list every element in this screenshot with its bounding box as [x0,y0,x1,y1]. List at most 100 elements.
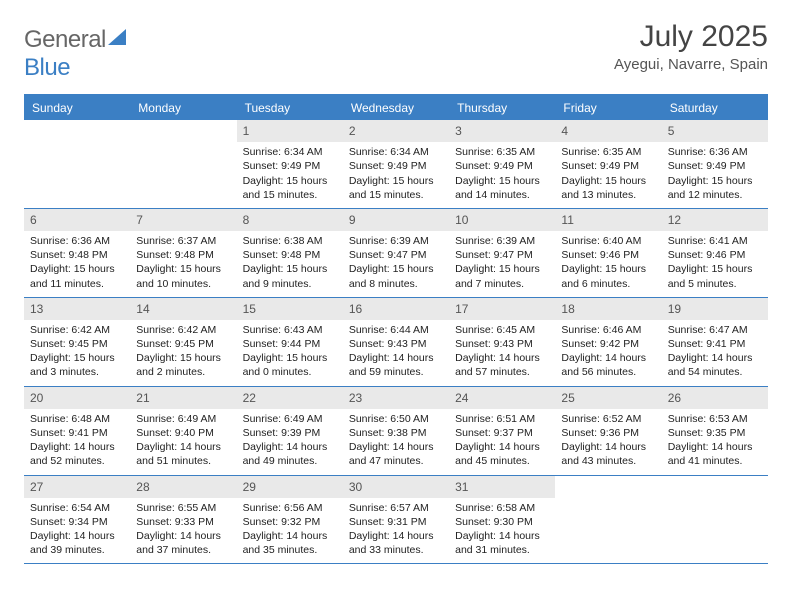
day-cell: 23Sunrise: 6:50 AMSunset: 9:38 PMDayligh… [343,387,449,475]
day-body: Sunrise: 6:55 AMSunset: 9:33 PMDaylight:… [130,498,236,564]
day-number: 13 [24,298,130,320]
dow-label: Wednesday [343,96,449,120]
day-number: 8 [237,209,343,231]
day-number: 25 [555,387,661,409]
day-body: Sunrise: 6:43 AMSunset: 9:44 PMDaylight:… [237,320,343,386]
day-number: 20 [24,387,130,409]
day-cell [130,120,236,208]
day-cell: 17Sunrise: 6:45 AMSunset: 9:43 PMDayligh… [449,298,555,386]
day-body: Sunrise: 6:35 AMSunset: 9:49 PMDaylight:… [449,142,555,208]
day-cell [24,120,130,208]
day-body: Sunrise: 6:52 AMSunset: 9:36 PMDaylight:… [555,409,661,475]
dow-label: Sunday [24,96,130,120]
day-body: Sunrise: 6:42 AMSunset: 9:45 PMDaylight:… [24,320,130,386]
logo-text: GeneralBlue [24,26,126,82]
day-cell: 1Sunrise: 6:34 AMSunset: 9:49 PMDaylight… [237,120,343,208]
day-cell: 11Sunrise: 6:40 AMSunset: 9:46 PMDayligh… [555,209,661,297]
logo: GeneralBlue [24,20,126,82]
day-cell: 7Sunrise: 6:37 AMSunset: 9:48 PMDaylight… [130,209,236,297]
day-body: Sunrise: 6:57 AMSunset: 9:31 PMDaylight:… [343,498,449,564]
day-body: Sunrise: 6:49 AMSunset: 9:40 PMDaylight:… [130,409,236,475]
day-body: Sunrise: 6:48 AMSunset: 9:41 PMDaylight:… [24,409,130,475]
location: Ayegui, Navarre, Spain [614,56,768,73]
day-body: Sunrise: 6:49 AMSunset: 9:39 PMDaylight:… [237,409,343,475]
day-body: Sunrise: 6:46 AMSunset: 9:42 PMDaylight:… [555,320,661,386]
day-number: 31 [449,476,555,498]
day-cell: 26Sunrise: 6:53 AMSunset: 9:35 PMDayligh… [662,387,768,475]
day-number: 22 [237,387,343,409]
day-number: 3 [449,120,555,142]
day-cell: 14Sunrise: 6:42 AMSunset: 9:45 PMDayligh… [130,298,236,386]
day-cell [555,476,661,564]
day-cell: 3Sunrise: 6:35 AMSunset: 9:49 PMDaylight… [449,120,555,208]
day-cell: 10Sunrise: 6:39 AMSunset: 9:47 PMDayligh… [449,209,555,297]
day-number: 4 [555,120,661,142]
day-cell: 4Sunrise: 6:35 AMSunset: 9:49 PMDaylight… [555,120,661,208]
week-row: 20Sunrise: 6:48 AMSunset: 9:41 PMDayligh… [24,387,768,476]
day-number: 24 [449,387,555,409]
week-row: 13Sunrise: 6:42 AMSunset: 9:45 PMDayligh… [24,298,768,387]
day-number: 15 [237,298,343,320]
day-cell: 5Sunrise: 6:36 AMSunset: 9:49 PMDaylight… [662,120,768,208]
day-cell: 30Sunrise: 6:57 AMSunset: 9:31 PMDayligh… [343,476,449,564]
day-number: 29 [237,476,343,498]
day-body: Sunrise: 6:56 AMSunset: 9:32 PMDaylight:… [237,498,343,564]
day-number: 10 [449,209,555,231]
day-body: Sunrise: 6:53 AMSunset: 9:35 PMDaylight:… [662,409,768,475]
week-row: 6Sunrise: 6:36 AMSunset: 9:48 PMDaylight… [24,209,768,298]
dow-label: Thursday [449,96,555,120]
day-number: 6 [24,209,130,231]
day-body: Sunrise: 6:50 AMSunset: 9:38 PMDaylight:… [343,409,449,475]
day-body: Sunrise: 6:37 AMSunset: 9:48 PMDaylight:… [130,231,236,297]
dow-label: Friday [555,96,661,120]
week-row: 1Sunrise: 6:34 AMSunset: 9:49 PMDaylight… [24,120,768,209]
day-cell: 6Sunrise: 6:36 AMSunset: 9:48 PMDaylight… [24,209,130,297]
day-cell: 21Sunrise: 6:49 AMSunset: 9:40 PMDayligh… [130,387,236,475]
header: GeneralBlue July 2025 Ayegui, Navarre, S… [24,20,768,82]
day-cell: 22Sunrise: 6:49 AMSunset: 9:39 PMDayligh… [237,387,343,475]
logo-part2: Blue [24,54,70,81]
day-body: Sunrise: 6:38 AMSunset: 9:48 PMDaylight:… [237,231,343,297]
day-body: Sunrise: 6:42 AMSunset: 9:45 PMDaylight:… [130,320,236,386]
day-number: 17 [449,298,555,320]
day-cell: 16Sunrise: 6:44 AMSunset: 9:43 PMDayligh… [343,298,449,386]
day-number: 16 [343,298,449,320]
day-cell: 29Sunrise: 6:56 AMSunset: 9:32 PMDayligh… [237,476,343,564]
title-block: July 2025 Ayegui, Navarre, Spain [614,20,768,73]
logo-part1: General [24,26,106,53]
day-of-week-row: SundayMondayTuesdayWednesdayThursdayFrid… [24,96,768,120]
day-body: Sunrise: 6:34 AMSunset: 9:49 PMDaylight:… [237,142,343,208]
day-cell: 31Sunrise: 6:58 AMSunset: 9:30 PMDayligh… [449,476,555,564]
dow-label: Tuesday [237,96,343,120]
day-cell: 8Sunrise: 6:38 AMSunset: 9:48 PMDaylight… [237,209,343,297]
day-body: Sunrise: 6:36 AMSunset: 9:48 PMDaylight:… [24,231,130,297]
day-number: 12 [662,209,768,231]
day-cell: 20Sunrise: 6:48 AMSunset: 9:41 PMDayligh… [24,387,130,475]
day-number: 14 [130,298,236,320]
day-body: Sunrise: 6:51 AMSunset: 9:37 PMDaylight:… [449,409,555,475]
day-cell: 25Sunrise: 6:52 AMSunset: 9:36 PMDayligh… [555,387,661,475]
day-number: 7 [130,209,236,231]
day-cell: 28Sunrise: 6:55 AMSunset: 9:33 PMDayligh… [130,476,236,564]
day-body: Sunrise: 6:41 AMSunset: 9:46 PMDaylight:… [662,231,768,297]
day-body: Sunrise: 6:34 AMSunset: 9:49 PMDaylight:… [343,142,449,208]
day-number: 18 [555,298,661,320]
day-cell: 2Sunrise: 6:34 AMSunset: 9:49 PMDaylight… [343,120,449,208]
day-cell: 24Sunrise: 6:51 AMSunset: 9:37 PMDayligh… [449,387,555,475]
day-cell: 18Sunrise: 6:46 AMSunset: 9:42 PMDayligh… [555,298,661,386]
day-number: 5 [662,120,768,142]
week-row: 27Sunrise: 6:54 AMSunset: 9:34 PMDayligh… [24,476,768,565]
dow-label: Saturday [662,96,768,120]
day-cell: 15Sunrise: 6:43 AMSunset: 9:44 PMDayligh… [237,298,343,386]
day-body: Sunrise: 6:47 AMSunset: 9:41 PMDaylight:… [662,320,768,386]
day-number: 1 [237,120,343,142]
day-cell: 13Sunrise: 6:42 AMSunset: 9:45 PMDayligh… [24,298,130,386]
day-number: 21 [130,387,236,409]
day-number: 19 [662,298,768,320]
day-number: 9 [343,209,449,231]
day-number: 30 [343,476,449,498]
day-body: Sunrise: 6:44 AMSunset: 9:43 PMDaylight:… [343,320,449,386]
day-number: 11 [555,209,661,231]
day-number: 26 [662,387,768,409]
day-cell: 19Sunrise: 6:47 AMSunset: 9:41 PMDayligh… [662,298,768,386]
